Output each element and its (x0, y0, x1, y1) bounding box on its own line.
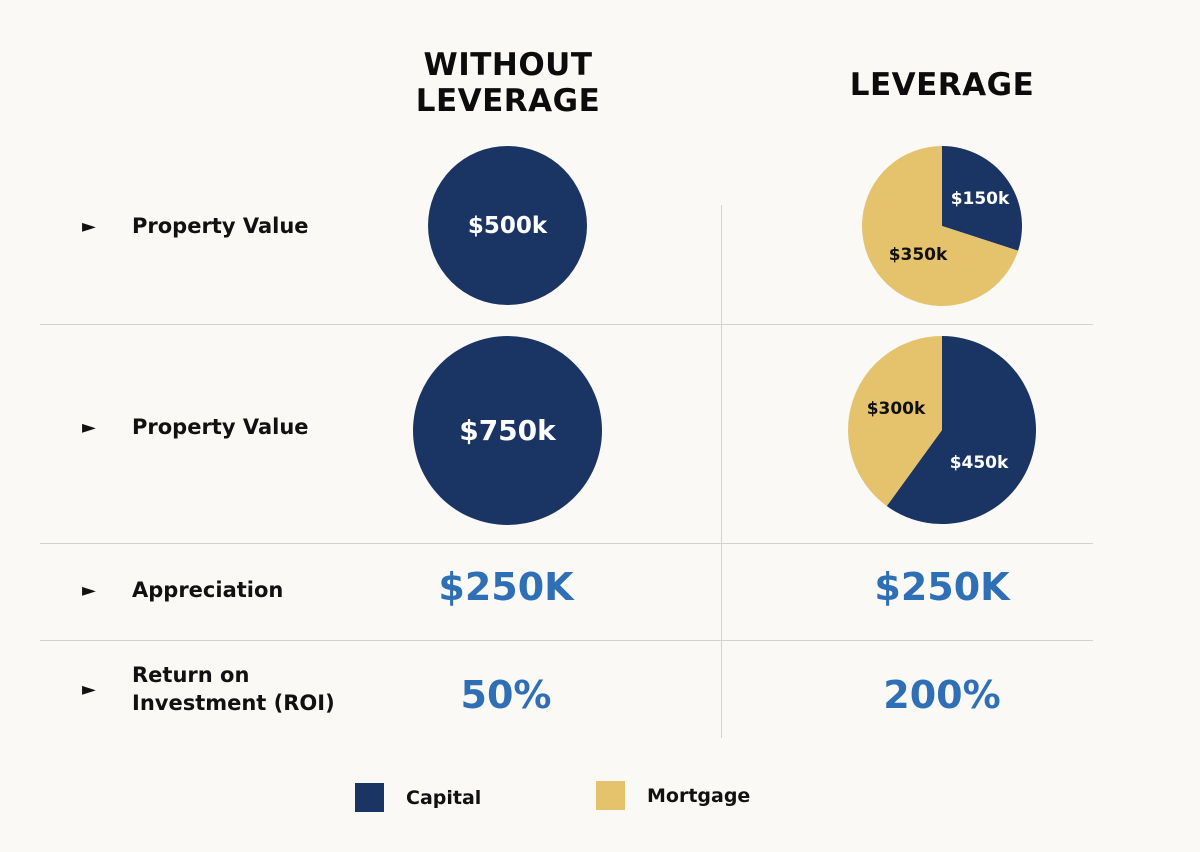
pie-label-mortgage: $300k (867, 399, 926, 419)
legend-label-capital: Capital (406, 786, 482, 809)
pie-label-capital: $450k (950, 453, 1009, 473)
column-divider (721, 205, 722, 738)
legend-swatch-mortgage (596, 781, 625, 810)
row-label-text: Property Value (132, 214, 309, 238)
row-label-roi: ► Return on Investment (ROI) (82, 661, 335, 717)
capital-circle-750k: $750k (413, 336, 602, 525)
row-label-property-value-final: ► Property Value (82, 413, 309, 441)
pie-slice-capital (942, 146, 1022, 251)
play-arrow-icon: ► (82, 215, 96, 237)
play-arrow-icon: ► (82, 678, 96, 700)
row-divider-1 (40, 324, 1093, 325)
appreciation-leverage: $250K (874, 565, 1010, 609)
row-label-appreciation: ► Appreciation (82, 576, 283, 604)
legend-mortgage: Mortgage (596, 781, 750, 810)
roi-without-leverage: 50% (460, 673, 552, 717)
legend-swatch-capital (355, 783, 384, 812)
legend-capital: Capital (355, 783, 481, 812)
pie-label-capital: $150k (951, 189, 1010, 209)
row-divider-2 (40, 543, 1093, 544)
capital-circle-500k: $500k (428, 146, 587, 305)
pie-slice-mortgage (862, 146, 1019, 306)
header-leverage: LEVERAGE (849, 67, 1035, 103)
leverage-pie-initial: $150k $350k (862, 146, 1022, 306)
roi-label-line1: Return on (132, 663, 250, 687)
header-without-line2: LEVERAGE (415, 83, 601, 119)
legend-label-mortgage: Mortgage (647, 784, 751, 807)
play-arrow-icon: ► (82, 416, 96, 438)
row-label-text: Appreciation (132, 578, 284, 602)
pie-label-mortgage: $350k (889, 245, 948, 265)
row-divider-3 (40, 640, 1093, 641)
row-label-property-value-initial: ► Property Value (82, 212, 309, 240)
leverage-pie-final: $450k $300k (848, 336, 1036, 524)
pie-slice-mortgage (848, 336, 942, 507)
header-without-line1: WITHOUT (423, 47, 593, 83)
roi-label-line2: Investment (ROI) (132, 691, 335, 715)
play-arrow-icon: ► (82, 579, 96, 601)
roi-leverage: 200% (883, 673, 1001, 717)
pie-slice-capital (886, 336, 1036, 524)
row-label-text: Property Value (132, 415, 309, 439)
circle-value-label: $750k (459, 414, 556, 447)
row-label-text: Return on Investment (ROI) (132, 661, 335, 717)
header-without-leverage: WITHOUT LEVERAGE (358, 47, 658, 119)
circle-value-label: $500k (467, 212, 548, 239)
appreciation-without-leverage: $250K (438, 565, 574, 609)
